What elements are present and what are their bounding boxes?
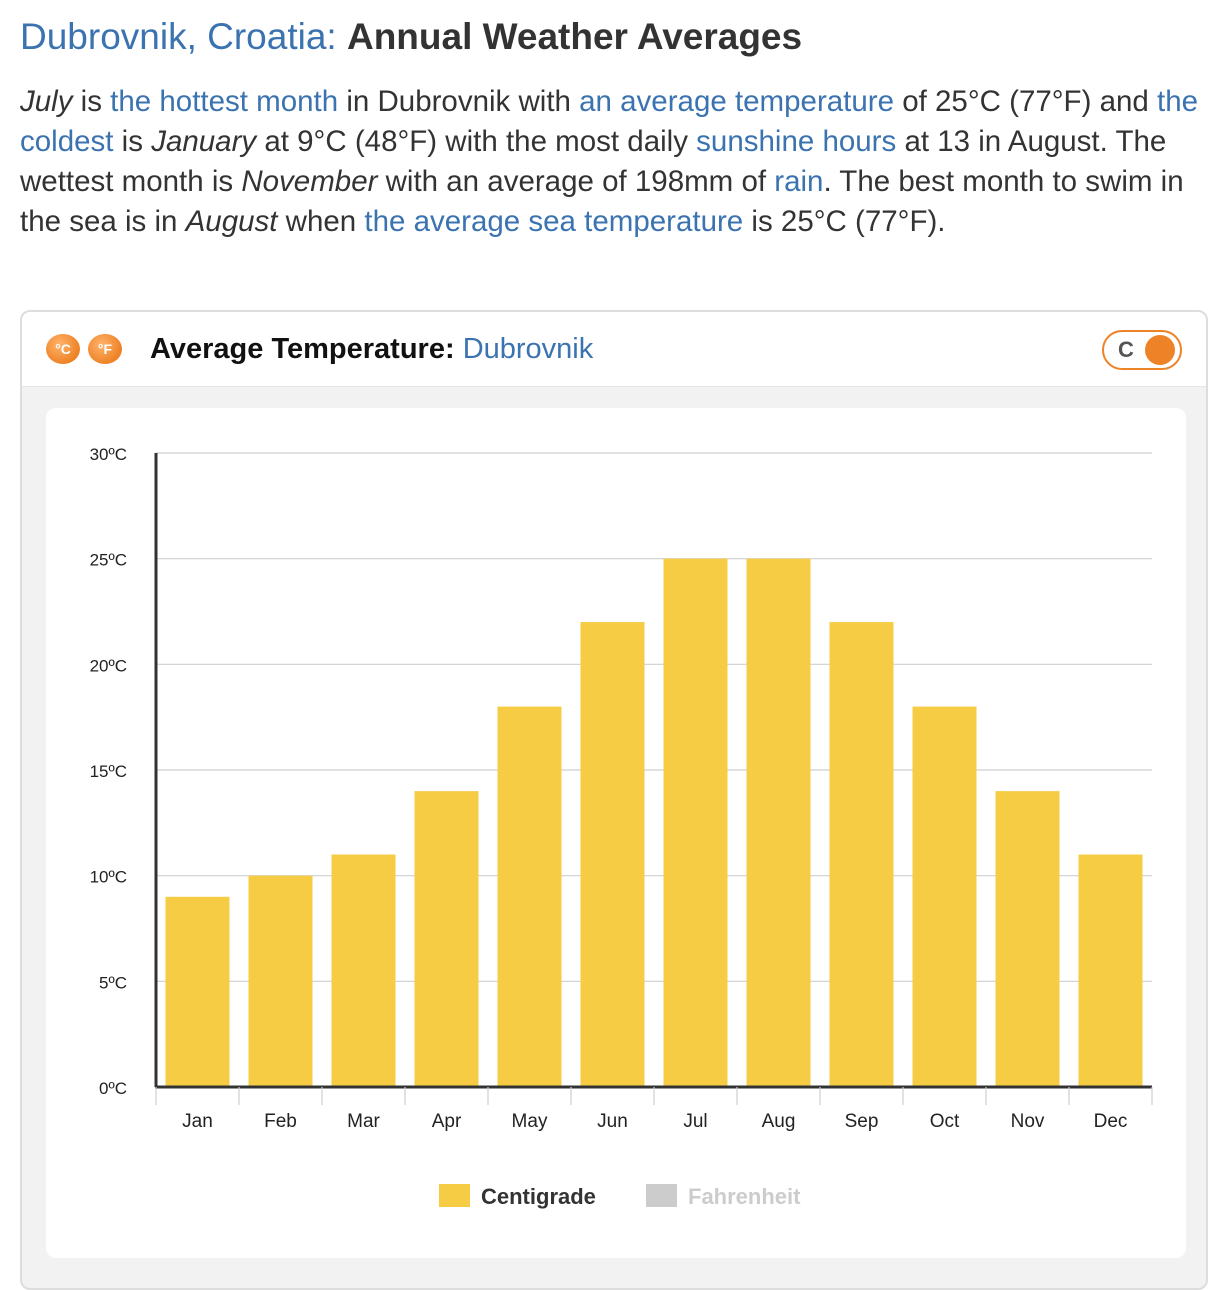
legend-label-fahrenheit[interactable]: Fahrenheit <box>688 1184 801 1209</box>
card-title-place[interactable]: Dubrovnik <box>462 333 594 365</box>
intro-text: at 9°C (48°F) with the most daily <box>256 125 697 158</box>
y-tick-label: 20ºC <box>90 656 127 675</box>
bar-jan[interactable] <box>165 896 230 1087</box>
intro-text: is 25°C (77°F). <box>743 205 946 238</box>
y-tick-label: 30ºC <box>90 445 127 464</box>
x-tick-label: Aug <box>762 1111 796 1132</box>
y-tick-label: 0ºC <box>99 1079 127 1098</box>
y-tick-label: 5ºC <box>99 973 127 992</box>
heading-city: Dubrovnik, Croatia: <box>20 16 337 57</box>
bar-sep[interactable] <box>829 622 894 1087</box>
x-tick-label: Apr <box>432 1111 462 1132</box>
intro-text: with an average of 198mm of <box>377 165 775 198</box>
x-tick-label: Nov <box>1011 1111 1045 1132</box>
x-tick-label: Mar <box>347 1111 380 1132</box>
intro-text: is <box>113 125 152 158</box>
x-tick-label: Dec <box>1094 1111 1128 1132</box>
bar-oct[interactable] <box>912 706 977 1087</box>
legend-label-centigrade[interactable]: Centigrade <box>481 1184 596 1209</box>
intro-text: November <box>241 165 378 198</box>
bar-apr[interactable] <box>414 791 479 1087</box>
unit-toggle-label: C <box>1118 337 1134 362</box>
bar-dec[interactable] <box>1078 854 1143 1087</box>
sea-temperature-link[interactable]: the average sea temperature <box>364 205 744 238</box>
bar-jul[interactable] <box>663 558 728 1087</box>
sunshine-hours-link[interactable]: sunshine hours <box>696 125 897 158</box>
temperature-chart-card: °C °F Average Temperature: Dubrovnik C 0… <box>20 310 1208 1290</box>
intro-paragraph: July is the hottest month in Dubrovnik w… <box>20 82 1210 242</box>
intro-text: in Dubrovnik with <box>338 85 580 118</box>
intro-text: at 13 in August. The wettest month is <box>20 125 1167 198</box>
bar-nov[interactable] <box>995 791 1060 1087</box>
x-tick-label: May <box>512 1111 548 1132</box>
rain-link[interactable]: rain <box>774 165 824 198</box>
y-tick-label: 25ºC <box>90 551 127 570</box>
intro-text: . The best month to swim in the sea is i… <box>20 165 1184 238</box>
x-tick-label: Feb <box>264 1111 297 1132</box>
intro-text: July <box>20 85 73 118</box>
hottest-month-link[interactable]: the hottest month <box>110 85 339 118</box>
plot-panel: 0ºC 5ºC 10ºC 15ºC 20ºC 25ºC 30ºC Jan Feb Mar Apr Ma… <box>46 408 1186 1258</box>
legend-swatch-fahrenheit[interactable] <box>646 1184 677 1207</box>
intro-text: when <box>277 205 365 238</box>
x-tick-label: Sep <box>845 1111 879 1132</box>
y-tick-label: 10ºC <box>90 868 127 887</box>
intro-text: January <box>151 125 257 158</box>
x-tick-label: Jul <box>683 1111 707 1132</box>
card-title: Average Temperature: Dubrovnik <box>150 330 593 368</box>
bar-mar[interactable] <box>331 854 396 1087</box>
bar-jun[interactable] <box>580 622 645 1087</box>
card-title-label: Average Temperature: <box>150 333 455 365</box>
temperature-bar-chart: 0ºC 5ºC 10ºC 15ºC 20ºC 25ºC 30ºC Jan Feb Mar Apr Ma… <box>90 445 1153 1209</box>
bar-aug[interactable] <box>746 558 811 1087</box>
page-heading: Dubrovnik, Croatia: Annual Weather Avera… <box>20 14 802 60</box>
fahrenheit-icon[interactable]: °F <box>88 334 122 364</box>
heading-title: Annual Weather Averages <box>346 16 803 57</box>
coldest-month-link[interactable]: the coldest <box>20 85 1199 158</box>
intro-text: of 25°C (77°F) and <box>894 85 1158 118</box>
intro-text: is <box>72 85 111 118</box>
x-tick-label: Oct <box>930 1111 960 1132</box>
card-header: °C °F Average Temperature: Dubrovnik C <box>22 312 1206 387</box>
celsius-icon[interactable]: °C <box>46 334 80 364</box>
y-tick-label: 15ºC <box>90 762 127 781</box>
legend-swatch-centigrade[interactable] <box>439 1184 470 1207</box>
bar-may[interactable] <box>497 706 562 1087</box>
intro-text: August <box>185 205 278 238</box>
average-temperature-link[interactable]: an average temperature <box>579 85 895 118</box>
bar-feb[interactable] <box>248 875 313 1087</box>
x-tick-label: Jan <box>182 1111 213 1132</box>
x-tick-label: Jun <box>597 1111 628 1132</box>
unit-toggle[interactable]: C <box>1102 330 1182 370</box>
toggle-knob <box>1145 335 1175 365</box>
